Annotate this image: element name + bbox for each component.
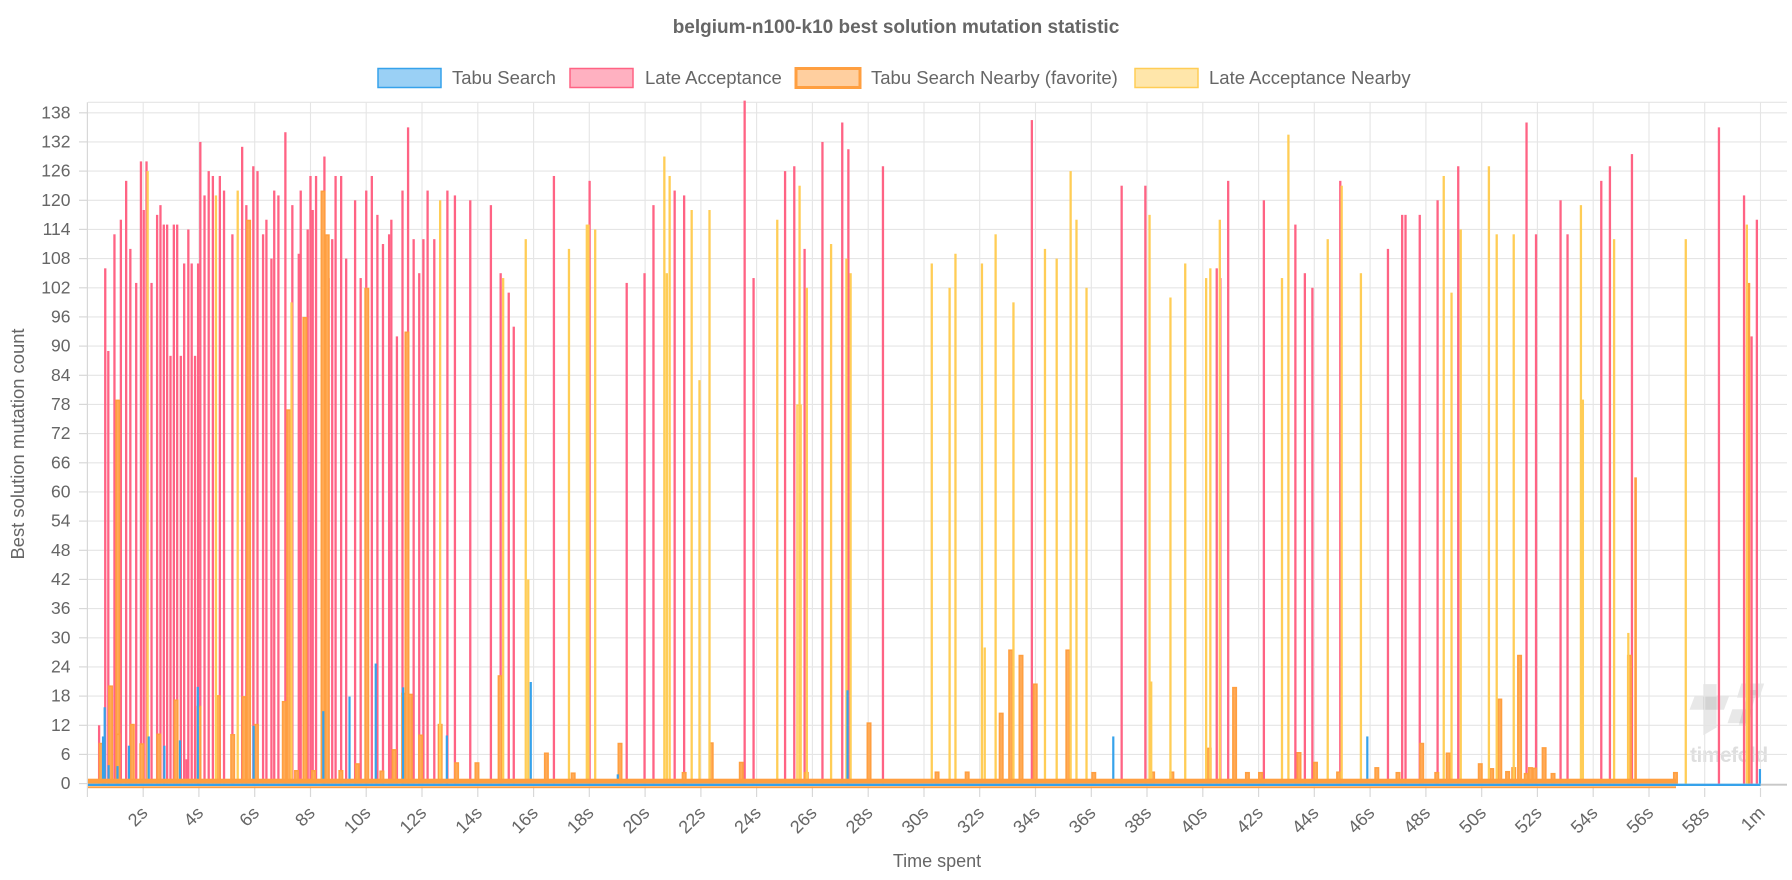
svg-text:Time spent: Time spent xyxy=(893,851,981,871)
svg-text:60: 60 xyxy=(51,481,71,501)
svg-text:114: 114 xyxy=(43,219,71,239)
svg-text:120: 120 xyxy=(41,190,70,210)
svg-text:24: 24 xyxy=(51,656,71,676)
svg-text:54: 54 xyxy=(51,511,71,531)
svg-text:0: 0 xyxy=(61,773,71,793)
svg-text:Best solution mutation count: Best solution mutation count xyxy=(7,328,28,559)
svg-text:138: 138 xyxy=(41,102,70,122)
svg-text:Tabu Search: Tabu Search xyxy=(452,67,556,88)
svg-text:132: 132 xyxy=(41,131,70,151)
svg-text:78: 78 xyxy=(51,394,70,414)
svg-text:12: 12 xyxy=(51,715,70,735)
svg-text:42: 42 xyxy=(51,569,70,589)
svg-text:108: 108 xyxy=(41,248,70,268)
svg-text:Late Acceptance: Late Acceptance xyxy=(645,67,782,88)
svg-text:84: 84 xyxy=(51,365,71,385)
svg-text:6: 6 xyxy=(61,744,71,764)
svg-text:belgium-n100-k10 best solution: belgium-n100-k10 best solution mutation … xyxy=(673,17,1120,38)
svg-text:18: 18 xyxy=(51,686,70,706)
svg-text:36: 36 xyxy=(51,598,70,618)
svg-text:102: 102 xyxy=(41,277,70,297)
svg-text:90: 90 xyxy=(51,336,71,356)
svg-text:96: 96 xyxy=(51,306,70,326)
svg-text:Late Acceptance Nearby: Late Acceptance Nearby xyxy=(1209,67,1411,88)
svg-text:72: 72 xyxy=(51,423,70,443)
svg-text:Tabu Search Nearby (favorite): Tabu Search Nearby (favorite) xyxy=(871,67,1118,88)
svg-text:126: 126 xyxy=(41,161,70,181)
svg-text:30: 30 xyxy=(51,627,71,647)
svg-text:66: 66 xyxy=(51,452,70,472)
svg-text:48: 48 xyxy=(51,540,70,560)
